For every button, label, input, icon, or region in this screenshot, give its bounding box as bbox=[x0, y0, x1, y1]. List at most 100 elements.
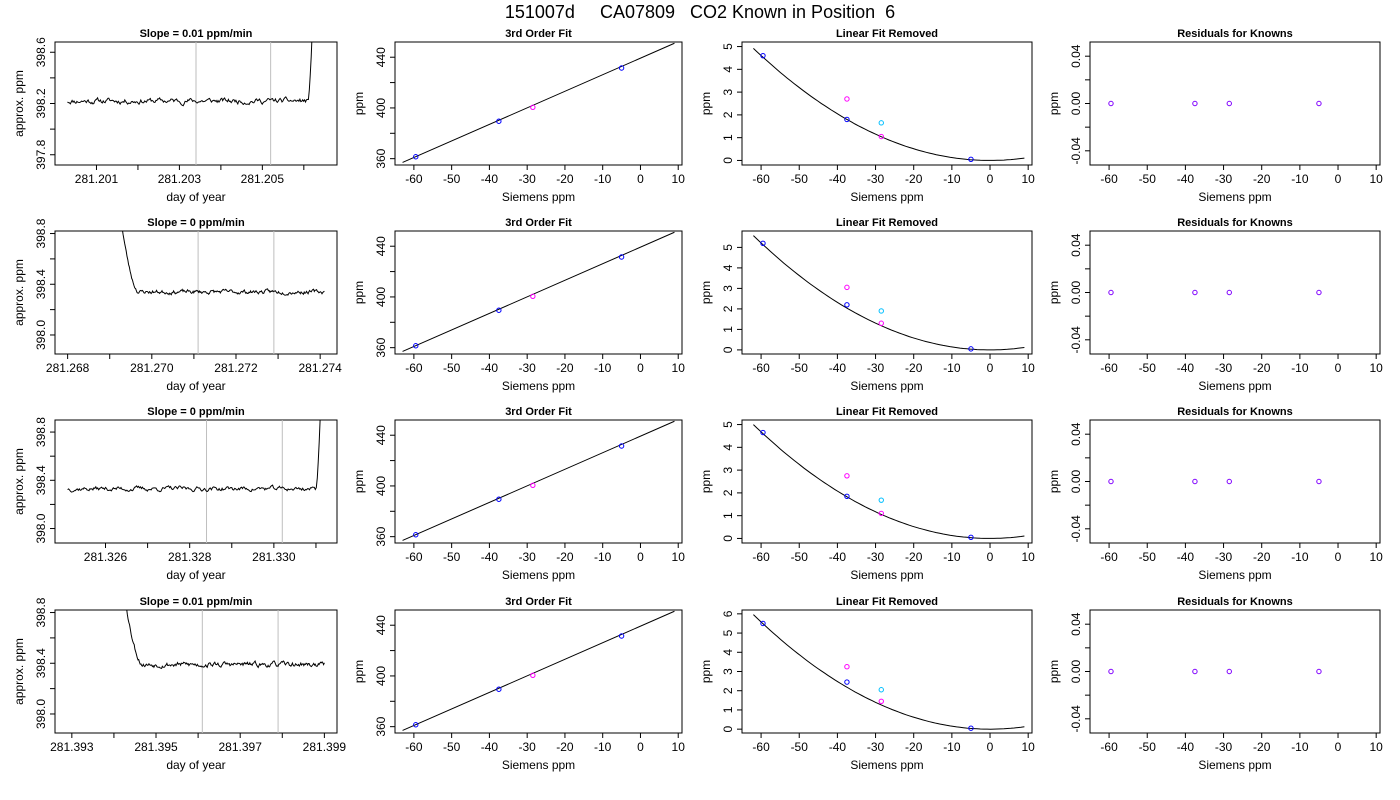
x-tick-label: -60 bbox=[1100, 172, 1118, 186]
panel-r3-c1: Slope = 0 ppm/min 281.326 281.328 281.330 39… bbox=[12, 406, 338, 582]
data-point bbox=[530, 672, 536, 679]
x-tick-label: 281.201 bbox=[75, 172, 119, 186]
x-tick-label: -40 bbox=[1177, 550, 1195, 564]
plot-frame bbox=[394, 41, 683, 166]
x-tick-label: -50 bbox=[443, 172, 461, 186]
x-tick-label: -20 bbox=[556, 361, 574, 375]
x-tick-label: -30 bbox=[867, 361, 885, 375]
plot-frame bbox=[394, 419, 683, 544]
y-axis-label: ppm bbox=[352, 92, 366, 115]
y-axis-label: ppm bbox=[1047, 470, 1061, 493]
data-point bbox=[1108, 668, 1114, 675]
x-tick-label: -10 bbox=[1291, 740, 1309, 754]
x-tick-label: 281.268 bbox=[46, 361, 90, 375]
x-tick-label: -40 bbox=[481, 361, 499, 375]
x-tick-label: -50 bbox=[1139, 550, 1157, 564]
panel-title: Residuals for Knowns bbox=[1177, 596, 1293, 608]
y-tick-label: 360 bbox=[374, 337, 388, 357]
plot-area bbox=[126, 610, 325, 733]
y-tick-label: 4 bbox=[721, 649, 735, 656]
x-tick-label: -50 bbox=[443, 550, 461, 564]
x-tick-label: -30 bbox=[518, 550, 536, 564]
plot-frame bbox=[741, 41, 1033, 166]
x-tick-label: 281.393 bbox=[50, 740, 94, 754]
panel-r2-c2: 3rd Order Fit -60 -50 -40 -30 -20 -10 0 10 360 400… bbox=[352, 217, 685, 393]
y-tick-label: 5 bbox=[721, 244, 735, 251]
x-tick-label: -40 bbox=[1177, 361, 1195, 375]
x-tick-label: -20 bbox=[556, 172, 574, 186]
plot-area bbox=[753, 424, 1025, 541]
x-tick-label: 0 bbox=[637, 550, 644, 564]
y-tick-label: 0.04 bbox=[1069, 612, 1083, 636]
x-tick-label: -40 bbox=[481, 740, 499, 754]
data-point bbox=[760, 429, 766, 436]
y-tick-label: 0.00 bbox=[1069, 659, 1083, 683]
y-tick-label: 398.8 bbox=[34, 218, 48, 248]
x-tick-label: -20 bbox=[905, 740, 923, 754]
fit-line bbox=[402, 420, 675, 541]
y-tick-label: 398.6 bbox=[34, 37, 48, 67]
plot-area bbox=[1108, 100, 1322, 107]
y-tick-label: 3 bbox=[721, 466, 735, 473]
y-tick-label: 0.00 bbox=[1069, 469, 1083, 493]
y-axis-label: ppm bbox=[699, 470, 713, 493]
plot-area bbox=[753, 235, 1025, 352]
x-tick-label: -40 bbox=[829, 361, 847, 375]
panel-title: 3rd Order Fit bbox=[505, 406, 572, 418]
data-point bbox=[1316, 668, 1322, 675]
x-tick-label: 0 bbox=[987, 550, 994, 564]
x-tick-label: -30 bbox=[518, 361, 536, 375]
x-tick-label: 10 bbox=[1022, 172, 1036, 186]
x-axis-label: Siemens ppm bbox=[1198, 568, 1271, 582]
plot-area bbox=[402, 610, 675, 731]
y-tick-label: 400 bbox=[374, 476, 388, 496]
panel-r4-c1: Slope = 0.01 ppm/min 281.393 281.395 281.39… bbox=[12, 596, 346, 772]
y-tick-label: 398.0 bbox=[34, 699, 48, 729]
x-tick-label: 281.205 bbox=[241, 172, 285, 186]
plot-frame bbox=[394, 230, 683, 355]
y-tick-label: 0.04 bbox=[1069, 44, 1083, 68]
y-tick-label: 0.04 bbox=[1069, 422, 1083, 446]
data-point bbox=[1192, 289, 1198, 296]
x-tick-label: -40 bbox=[829, 550, 847, 564]
panel-title: Slope = 0.01 ppm/min bbox=[140, 596, 253, 608]
x-tick-label: -20 bbox=[556, 740, 574, 754]
data-point bbox=[413, 154, 419, 160]
x-axis-label: day of year bbox=[166, 758, 225, 772]
x-tick-label: 0 bbox=[987, 361, 994, 375]
x-tick-label: -10 bbox=[594, 740, 612, 754]
x-tick-label: 281.397 bbox=[218, 740, 262, 754]
panel-title: Linear Fit Removed bbox=[836, 596, 938, 608]
plot-frame bbox=[54, 609, 338, 734]
plot-frame bbox=[394, 609, 683, 734]
x-axis-label: Siemens ppm bbox=[850, 190, 923, 204]
plot-area bbox=[1108, 289, 1322, 296]
data-point bbox=[968, 156, 974, 163]
panel-title: Linear Fit Removed bbox=[836, 28, 938, 40]
x-tick-label: -60 bbox=[405, 361, 423, 375]
x-tick-label: -10 bbox=[594, 361, 612, 375]
x-tick-label: 0 bbox=[1335, 172, 1342, 186]
x-tick-label: -10 bbox=[943, 172, 961, 186]
data-point bbox=[530, 293, 536, 300]
x-tick-label: -10 bbox=[1291, 550, 1309, 564]
y-tick-label: 400 bbox=[374, 287, 388, 307]
panel-r3-c2: 3rd Order Fit -60 -50 -40 -30 -20 -10 0 10 360 400… bbox=[352, 406, 685, 582]
fit-curve bbox=[753, 48, 1025, 161]
y-axis-label: ppm bbox=[699, 660, 713, 683]
data-point bbox=[496, 307, 502, 313]
x-tick-label: -60 bbox=[1100, 361, 1118, 375]
data-point bbox=[1108, 478, 1114, 485]
y-tick-label: 360 bbox=[374, 526, 388, 546]
plot-frame bbox=[1089, 230, 1381, 355]
y-tick-label: 5 bbox=[721, 43, 735, 50]
x-tick-label: -40 bbox=[829, 740, 847, 754]
y-tick-label: 360 bbox=[374, 148, 388, 168]
y-tick-label: 397.8 bbox=[34, 139, 48, 169]
y-axis-label: ppm bbox=[1047, 92, 1061, 115]
x-tick-label: -60 bbox=[405, 740, 423, 754]
panel-r1-c1: Slope = 0.01 ppm/min 281.201 281.203 281.20… bbox=[12, 28, 338, 204]
data-point bbox=[844, 302, 850, 308]
y-axis-label: ppm bbox=[1047, 660, 1061, 683]
